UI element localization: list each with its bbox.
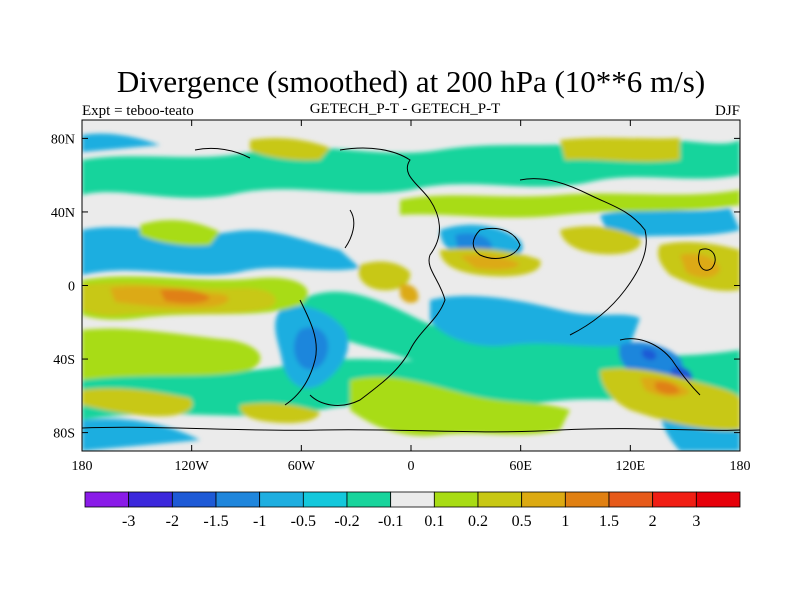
colorbar-swatch — [215, 491, 261, 508]
contour-region — [294, 327, 329, 370]
x-tick-label: 180 — [730, 459, 751, 474]
contour-region — [560, 137, 680, 162]
colorbar-label: 0.1 — [424, 513, 444, 530]
colorbar-swatch — [259, 491, 304, 508]
x-tick-label: 60W — [288, 459, 316, 474]
colorbar-label: 1 — [561, 513, 569, 530]
colorbar-swatch — [302, 491, 348, 508]
contour-region — [400, 284, 419, 303]
colorbar-label: -0.1 — [378, 513, 403, 530]
colorbar-swatch — [477, 491, 523, 508]
colorbar-swatch — [608, 491, 654, 508]
x-tick-label: 0 — [408, 459, 415, 474]
contour-region — [250, 137, 330, 161]
contour-region — [160, 289, 210, 304]
colorbar-swatch — [652, 491, 697, 508]
x-axis: 180 120W 60W 0 60E 120E 180 — [72, 120, 751, 474]
contour-fill — [82, 133, 740, 451]
chart-subtitle-left: Expt = teboo-teato — [82, 103, 194, 119]
x-tick-label: 120W — [175, 459, 210, 474]
colorbar-label: -1.5 — [203, 513, 228, 530]
contour-region — [460, 254, 520, 270]
x-tick-label: 60E — [509, 459, 532, 474]
chart-subtitle-right: DJF — [715, 103, 740, 119]
colorbar-label: -3 — [122, 513, 135, 530]
colorbar-swatch — [128, 491, 173, 508]
contour-region — [82, 133, 160, 152]
contour-region — [400, 190, 740, 218]
colorbar-swatch — [390, 491, 435, 508]
contour-region — [358, 261, 411, 291]
contour-region — [82, 418, 200, 451]
contour-region — [655, 381, 680, 395]
colorbar-label: 1.5 — [599, 513, 619, 530]
colorbar-label: -0.2 — [334, 513, 359, 530]
chart-subtitle-center: GETECH_P-T - GETECH_P-T — [310, 101, 501, 117]
y-tick-label: 0 — [68, 280, 75, 295]
colorbar-label: 2 — [649, 513, 657, 530]
contour-region — [82, 328, 261, 380]
plot-area — [82, 120, 740, 451]
contour-region — [430, 295, 640, 347]
colorbar-label: -1 — [253, 513, 266, 530]
contour-region — [560, 226, 641, 255]
coastlines — [82, 147, 740, 433]
y-tick-label: 80N — [51, 132, 75, 147]
x-tick-label: 120E — [616, 459, 646, 474]
colorbar-swatch — [695, 491, 741, 508]
colorbar: -3 -2 -1.5 -1 -0.5 -0.2 -0.1 0.1 0.2 0.5 1 1.5 2 3 — [84, 491, 741, 530]
contour-region — [140, 220, 220, 246]
x-tick-label: 180 — [72, 459, 93, 474]
y-tick-label: 40N — [51, 206, 75, 221]
y-tick-label: 80S — [53, 427, 75, 442]
contour-region — [239, 402, 320, 424]
contour-region — [642, 349, 657, 361]
colorbar-label: -0.5 — [291, 513, 316, 530]
y-axis: 80N 40N 0 40S 80S — [51, 132, 740, 442]
contour-region — [350, 376, 570, 436]
colorbar-label: 3 — [692, 513, 700, 530]
chart-title: Divergence (smoothed) at 200 hPa (10**6 … — [117, 64, 705, 99]
colorbar-label: -2 — [166, 513, 179, 530]
contour-region — [600, 368, 740, 431]
colorbar-label: 0.5 — [512, 513, 532, 530]
contour-region — [600, 208, 740, 240]
contour-region — [82, 388, 193, 417]
colorbar-swatch — [346, 491, 392, 508]
colorbar-swatch — [564, 491, 610, 508]
colorbar-swatch — [521, 491, 566, 508]
colorbar-label: 0.2 — [468, 513, 488, 530]
colorbar-swatch — [433, 491, 479, 508]
colorbar-swatch — [84, 491, 130, 508]
colorbar-swatch — [171, 491, 217, 508]
y-tick-label: 40S — [53, 353, 75, 368]
